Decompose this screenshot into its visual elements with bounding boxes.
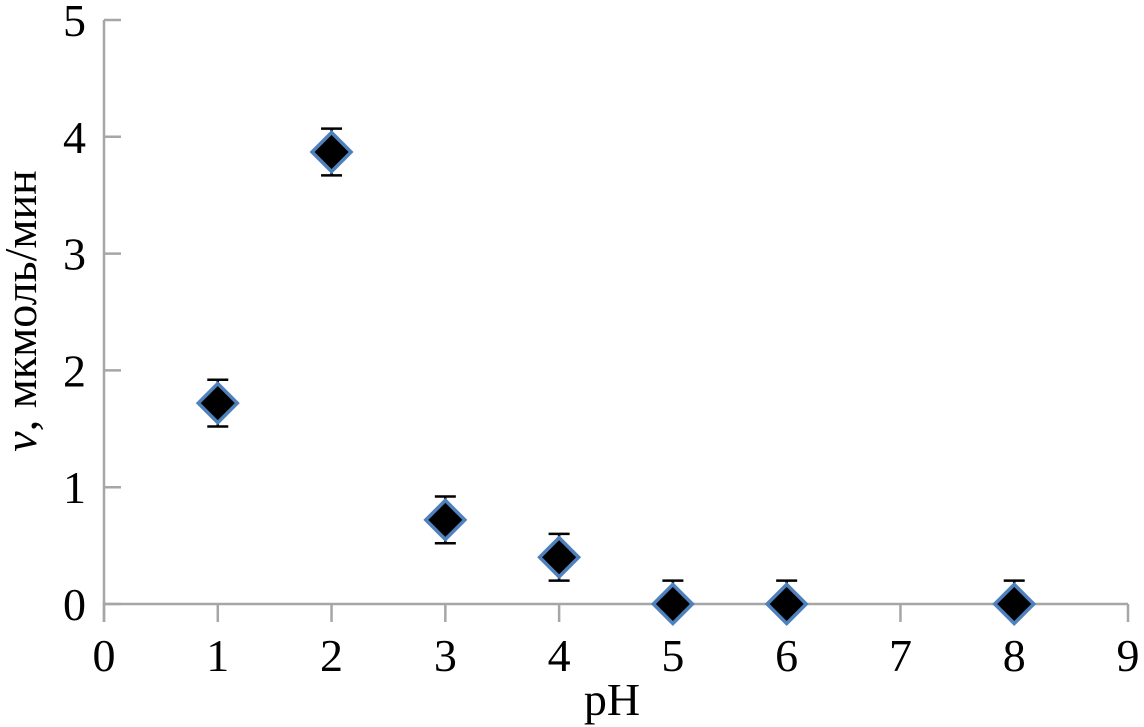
x-tick-label: 3 (434, 630, 457, 681)
x-tick-label: 9 (1117, 630, 1140, 681)
y-tick-label: 1 (63, 462, 86, 513)
x-tick-label: 0 (93, 630, 116, 681)
data-point-marker (992, 582, 1037, 626)
x-tick-label: 2 (320, 630, 343, 681)
x-tick-label: 1 (206, 630, 229, 681)
tick-labels: 0 1 2 3 4 5 6 7 8 9 0 1 2 3 4 5 (63, 0, 1140, 681)
data-point-marker (423, 497, 468, 542)
y-axis-title-units: , мкмоль/мин (0, 170, 46, 431)
data-point-marker (195, 381, 240, 426)
x-tick-label: 8 (1003, 630, 1026, 681)
data-point-marker (764, 582, 809, 626)
x-tick-label: 6 (775, 630, 798, 681)
markers (195, 130, 1037, 626)
y-axis-title-symbol: v (0, 431, 46, 452)
x-tick-label: 4 (548, 630, 571, 681)
y-axis-title: v, мкмоль/мин (0, 170, 46, 451)
data-point-marker (650, 582, 695, 626)
data-point-marker (309, 130, 354, 174)
y-tick-label: 2 (63, 345, 86, 396)
y-tick-label: 5 (63, 0, 86, 46)
data-point-marker (537, 535, 582, 580)
y-tick-label: 4 (63, 112, 86, 163)
x-tick-label: 5 (661, 630, 684, 681)
y-tick-label: 0 (63, 579, 86, 630)
y-tick-label: 3 (63, 229, 86, 280)
axes (102, 18, 1130, 622)
x-axis-title: pH (584, 674, 640, 725)
x-tick-label: 7 (889, 630, 912, 681)
error-bars (207, 127, 1025, 604)
